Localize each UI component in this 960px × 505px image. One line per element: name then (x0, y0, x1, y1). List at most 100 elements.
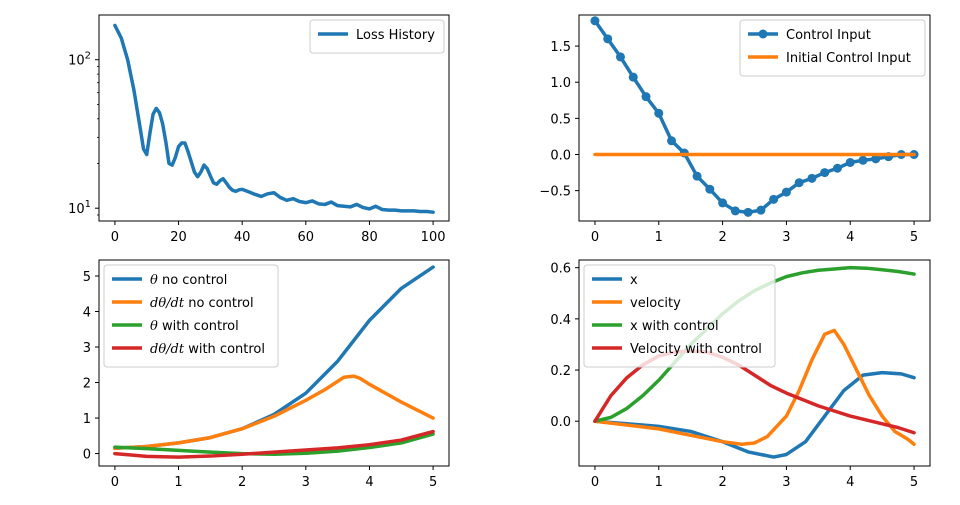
legend: Control Input Initial Control Input (739, 19, 926, 77)
data-point-2-7 (667, 136, 677, 146)
data-point-2-6 (654, 108, 664, 118)
legend: Loss History (309, 19, 445, 54)
data-point-2-19 (820, 168, 830, 178)
x-tick-label: 1 (655, 475, 663, 490)
legend-frame (103, 264, 279, 368)
y-tick-label: 102 (68, 51, 91, 69)
legend-frame (583, 264, 776, 368)
x-tick-label: 100 (421, 230, 446, 245)
y-tick-label: −0.5 (539, 185, 571, 200)
y-tick-label: 0.6 (550, 262, 571, 277)
series-group (113, 23, 435, 214)
legend-label-1: θ no control (150, 273, 227, 288)
legend: x velocity x with control Velocity with con… (583, 264, 776, 368)
legend-marker (758, 29, 768, 39)
legend: θ no control dθ/dt no control θ with contr… (103, 264, 279, 368)
legend-math: θ (150, 319, 158, 334)
x-tick-label: 20 (170, 230, 187, 245)
series-line-3-4 (113, 429, 435, 459)
data-point-2-14 (756, 205, 766, 215)
axes-frame (98, 14, 450, 222)
data-point-2-15 (769, 194, 779, 204)
y-tick-label: 0.2 (550, 364, 571, 379)
x-tick-label: 4 (846, 475, 854, 490)
x-tick-label: 5 (910, 475, 918, 490)
y-tick-base: 10 (68, 202, 85, 217)
legend-label-4: Velocity with control (630, 342, 762, 357)
series-line-3-3 (113, 432, 435, 457)
x-tick-label: 0 (591, 230, 599, 245)
data-point-2-10 (705, 184, 715, 194)
data-point-2-13 (743, 207, 753, 217)
x-tick-label: 0 (111, 475, 119, 490)
data-point-2-20 (832, 163, 842, 173)
data-point-2-23 (871, 154, 881, 164)
y-tick-label: 1 (83, 412, 91, 427)
data-point-2-11 (718, 198, 728, 208)
legend-frame (739, 19, 926, 77)
legend-label-2: dθ/dt no control (150, 296, 254, 311)
x-tick-label: 4 (365, 475, 373, 490)
legend-label-1: Control Input (786, 28, 871, 43)
series-line-1-1 (113, 23, 435, 214)
y-tick-label: 0.0 (550, 415, 571, 430)
x-tick-label: 40 (234, 230, 251, 245)
data-point-2-22 (858, 155, 868, 165)
y-tick-label: 4 (83, 306, 91, 321)
legend-math: dθ/dt (150, 342, 185, 357)
legend-label-4: dθ/dt with control (150, 342, 265, 357)
series-group (113, 265, 435, 459)
x-tick-label: 5 (910, 230, 918, 245)
data-point-2-9 (692, 171, 702, 181)
y-tick-label: 1.0 (550, 76, 571, 91)
x-tick-label: 0 (591, 475, 599, 490)
chart-4: 0 1 2 3 4 5 0.0 0.2 0.4 0.6 x velocity x with contro… (550, 259, 931, 490)
x-tick-label: 1 (174, 475, 182, 490)
data-point-2-5 (641, 92, 651, 102)
y-tick-label: 0.4 (550, 313, 571, 328)
data-point-2-4 (628, 72, 638, 82)
legend-math: θ (150, 273, 158, 288)
y-tick-exponent: 2 (85, 51, 91, 62)
y-tick-label: 0.5 (550, 112, 571, 127)
legend-rest: with control (184, 342, 265, 357)
x-tick-label: 0 (111, 230, 119, 245)
y-tick-label: 0 (83, 448, 91, 463)
y-tick-label: 0.0 (550, 149, 571, 164)
x-tick-label: 80 (361, 230, 378, 245)
series-group (590, 16, 919, 217)
x-tick-label: 60 (298, 230, 315, 245)
legend-frame (309, 19, 445, 54)
y-tick-label: 3 (83, 341, 91, 356)
data-point-2-3 (615, 52, 625, 62)
y-tick-label: 101 (68, 199, 91, 217)
x-tick-label: 3 (782, 230, 790, 245)
legend-label-1: Loss History (356, 28, 435, 43)
data-point-2-17 (794, 178, 804, 188)
x-tick-label: 3 (302, 475, 310, 490)
y-tick-label: 2 (83, 377, 91, 392)
data-point-2-1 (590, 16, 600, 26)
chart-2: 0 1 2 3 4 5 −0.5 0.0 0.5 1.0 1.5 Control Input Initi… (539, 14, 931, 245)
series-line-3-2 (113, 374, 435, 450)
x-tick-label: 1 (655, 230, 663, 245)
legend-rest: with control (158, 319, 239, 334)
x-tick-label: 2 (718, 230, 726, 245)
legend-label-1: x (630, 273, 638, 288)
y-tick-base: 10 (68, 54, 85, 69)
x-tick-label: 4 (846, 230, 854, 245)
legend-math: dθ/dt (150, 296, 185, 311)
data-point-2-18 (807, 173, 817, 183)
legend-label-3: θ with control (150, 319, 239, 334)
y-tick-exponent: 1 (85, 199, 91, 210)
series-line-4-1 (593, 370, 916, 459)
series-line-4-2 (593, 328, 916, 446)
x-tick-label: 3 (782, 475, 790, 490)
x-tick-label: 2 (718, 475, 726, 490)
data-point-2-2 (603, 34, 613, 44)
legend-label-2: velocity (630, 296, 681, 311)
axes-frame (578, 259, 931, 467)
